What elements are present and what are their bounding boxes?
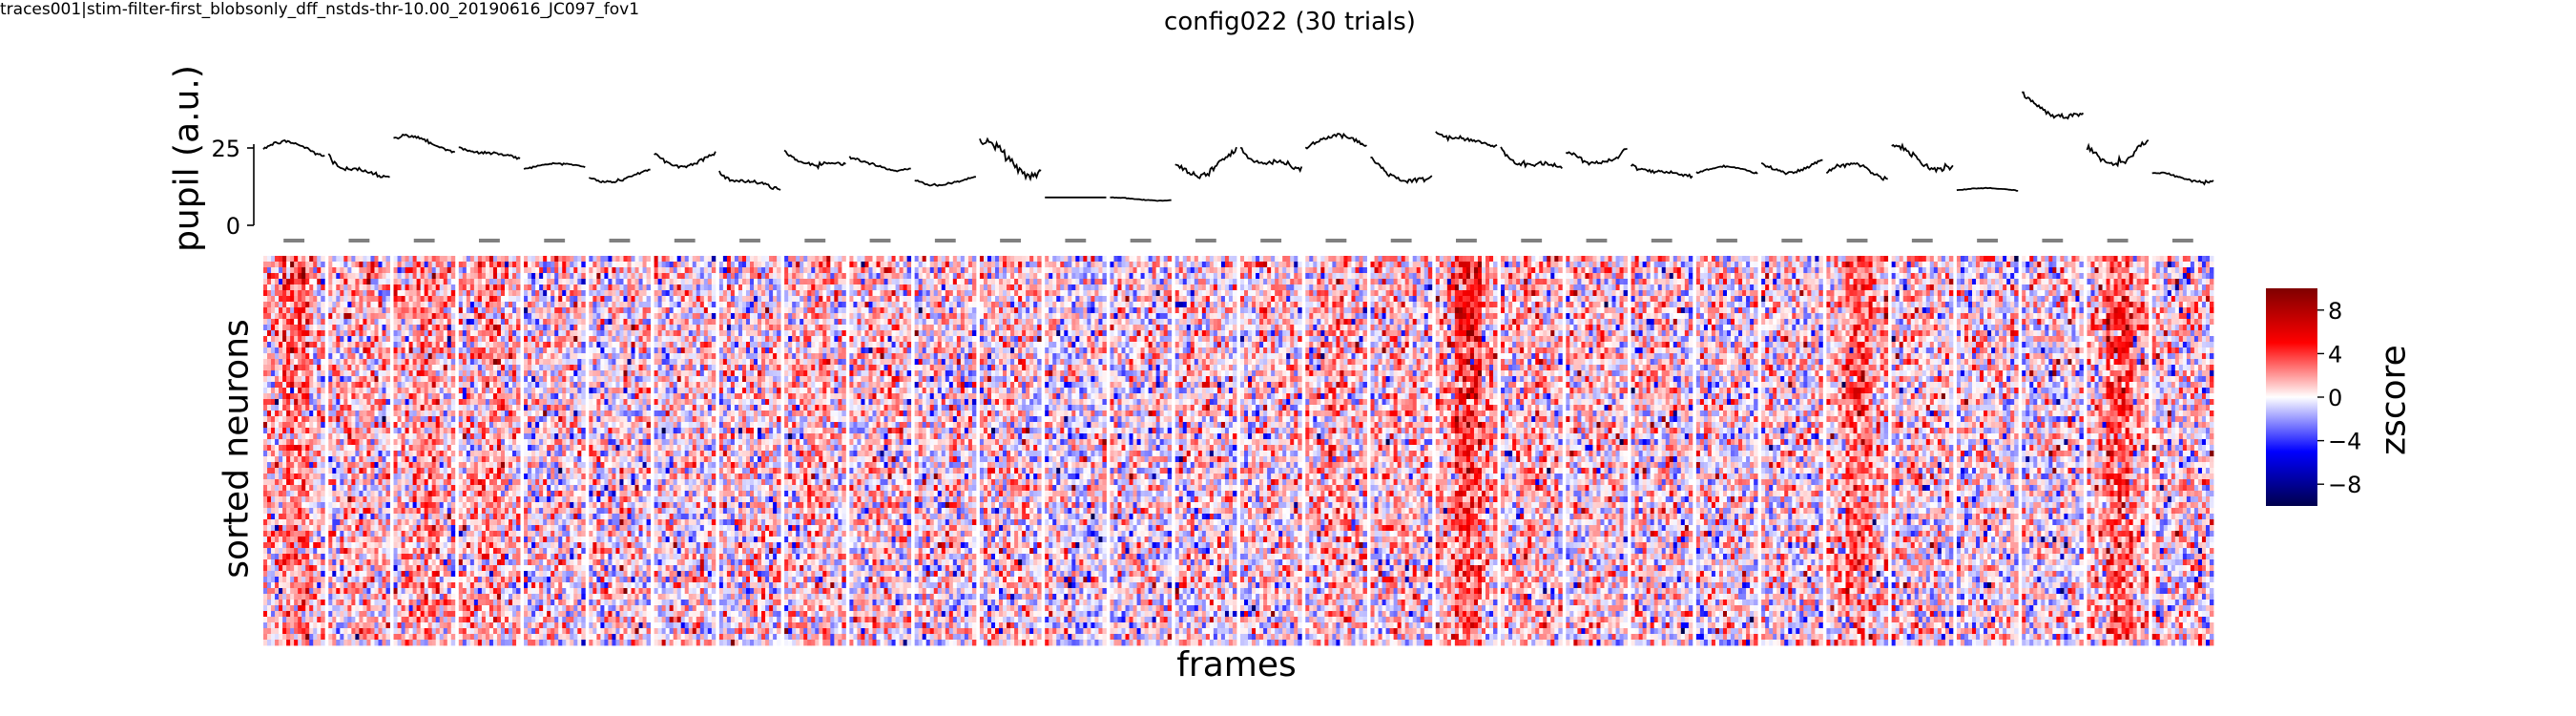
pupil-trace-trial-20 — [1500, 146, 1563, 169]
heatmap-trial-9 — [784, 256, 846, 646]
colorbar-tick-label: 4 — [2328, 341, 2342, 368]
heatmap-trial-6 — [589, 256, 651, 646]
pupil-trace-trial-27 — [1956, 186, 2019, 192]
heatmap-trial-18 — [1370, 256, 1433, 646]
heatmap-trial-10 — [849, 256, 912, 646]
pupil-trace-trial-18 — [1370, 156, 1433, 184]
pupil-trace-trial-30 — [2151, 171, 2214, 186]
pupil-trace-trial-2 — [327, 153, 390, 179]
heatmap-trial-22 — [1631, 256, 1693, 646]
heatmap-trial-2 — [328, 256, 390, 646]
colorbar-tick-label: −8 — [2328, 472, 2361, 498]
pupil-trace-trial-26 — [1891, 142, 1954, 174]
pupil-trace-trial-3 — [393, 133, 456, 154]
heatmap-trial-15 — [1174, 256, 1237, 646]
heatmap-trial-3 — [393, 256, 456, 646]
colorbar-tick-label: 0 — [2328, 385, 2342, 411]
heatmap-trial-17 — [1305, 256, 1367, 646]
heatmap-trial-25 — [1826, 256, 1889, 646]
pupil-y-tick-label: 25 — [211, 136, 240, 162]
figure-source-label: traces001|stim-filter-first_blobsonly_df… — [0, 0, 639, 19]
pupil-trace-trial-25 — [1825, 161, 1888, 181]
pupil-trace-trial-6 — [589, 168, 651, 184]
pupil-trace-trial-17 — [1304, 132, 1367, 150]
pupil-trace-trial-23 — [1695, 164, 1758, 175]
pupil-trace-trial-4 — [458, 146, 521, 160]
pupil-y-axis: 0 25 — [211, 136, 255, 240]
heatmap-trial-4 — [458, 256, 521, 646]
heatmap-trial-1 — [263, 256, 325, 646]
heatmap-trial-5 — [524, 256, 586, 646]
heatmap-trial-24 — [1761, 256, 1823, 646]
heatmap-x-axis-label: frames — [1176, 645, 1297, 684]
heatmap-trial-28 — [2022, 256, 2084, 646]
heatmap-trial-21 — [1566, 256, 1628, 646]
pupil-trace-trial-7 — [654, 151, 717, 170]
chart-title: config022 (30 trials) — [1164, 8, 1416, 36]
heatmap-trial-14 — [1110, 256, 1173, 646]
heatmap-trial-13 — [1045, 256, 1107, 646]
pupil-trace-trial-28 — [2022, 91, 2085, 120]
pupil-trace-trial-12 — [979, 137, 1042, 182]
pupil-trace-trial-29 — [2086, 138, 2150, 168]
colorbar-tick-label: −4 — [2328, 429, 2361, 455]
heatmap-group — [263, 256, 2214, 646]
pupil-trace-trial-24 — [1760, 158, 1823, 176]
pupil-trace-group — [262, 91, 2214, 202]
pupil-trace-trial-1 — [262, 139, 325, 158]
colorbar: 8 4 0 −4 −8 — [2266, 288, 2361, 506]
pupil-trace-trial-21 — [1565, 147, 1628, 166]
pupil-trace-trial-15 — [1174, 146, 1237, 179]
heatmap-trial-27 — [1956, 256, 2019, 646]
pupil-trace-trial-14 — [1110, 196, 1172, 202]
pupil-trace-trial-19 — [1435, 131, 1498, 148]
heatmap-trial-16 — [1240, 256, 1302, 646]
heatmap-trial-12 — [979, 256, 1042, 646]
colorbar-tick-label: 8 — [2328, 298, 2342, 325]
heatmap-trial-30 — [2151, 256, 2214, 646]
heatmap-trial-19 — [1435, 256, 1498, 646]
pupil-y-tick-label: 0 — [226, 213, 240, 240]
heatmap-trial-20 — [1501, 256, 1563, 646]
heatmap-trial-29 — [2087, 256, 2150, 646]
pupil-trace-trial-10 — [848, 156, 911, 173]
heatmap-trial-26 — [1891, 256, 1954, 646]
colorbar-gradient — [2266, 288, 2317, 506]
pupil-trace-trial-11 — [914, 176, 976, 187]
pupil-trace-trial-8 — [718, 170, 781, 191]
heatmap-trial-11 — [914, 256, 977, 646]
heatmap-trial-8 — [718, 256, 781, 646]
heatmap-trial-23 — [1695, 256, 1758, 646]
pupil-trace-trial-9 — [783, 149, 846, 171]
pupil-trace-trial-16 — [1239, 146, 1303, 174]
heatmap-trial-7 — [654, 256, 717, 646]
pupil-trace-trial-22 — [1630, 163, 1693, 179]
pupil-trace-trial-5 — [523, 161, 586, 170]
